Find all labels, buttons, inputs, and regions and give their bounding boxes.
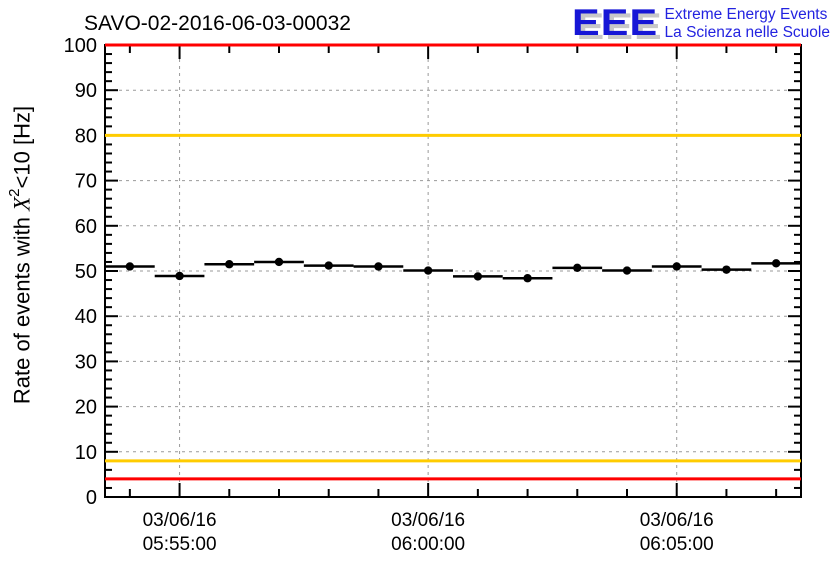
data-point-marker — [473, 272, 483, 281]
y-tick-label: 30 — [75, 351, 97, 373]
y-axis-title: Rate of events with X2<10 [Hz] — [3, 25, 35, 485]
y-axis-title-prefix: Rate of events with — [9, 210, 35, 405]
y-tick-label: 70 — [75, 171, 97, 193]
tick-layer — [105, 44, 801, 498]
y-axis-title-suffix: <10 [Hz] — [9, 105, 35, 189]
y-tick-label: 0 — [86, 487, 97, 509]
y-tick-label: 20 — [75, 397, 97, 419]
threshold-layer — [105, 43, 801, 481]
series-layer — [105, 257, 801, 283]
data-point-marker — [225, 260, 234, 269]
x-tick-label-date: 03/06/16 — [640, 510, 714, 531]
data-point-marker — [274, 257, 284, 267]
axis-label-layer: 0 10 20 30 40 50 60 70 80 90 100 03/06/16 05:55:00 03… — [64, 35, 714, 555]
data-point-marker — [672, 262, 681, 271]
y-tick-label: 90 — [75, 80, 97, 102]
x-tick-label-date: 03/06/16 — [391, 510, 465, 531]
eee-logo-line2: La Scienza nelle Scuole — [664, 24, 830, 41]
y-tick-label: 60 — [75, 216, 97, 238]
data-point-marker — [423, 266, 433, 275]
data-point-marker — [771, 259, 781, 268]
eee-logo-acronym: EEE — [571, 2, 658, 43]
x-tick-label-time: 06:00:00 — [391, 534, 465, 555]
chi-exponent: 2 — [6, 188, 23, 197]
y-tick-label: 40 — [75, 306, 97, 328]
chi-symbol: X — [9, 196, 35, 211]
data-point-marker — [125, 262, 135, 271]
x-tick-label-time: 06:05:00 — [640, 534, 714, 555]
data-point-marker — [175, 271, 184, 281]
data-point-marker — [573, 263, 582, 273]
data-point-marker — [324, 261, 333, 270]
y-tick-label: 100 — [64, 35, 97, 57]
chart-title: SAVO-02-2016-06-03-00032 — [84, 12, 351, 35]
data-point-marker — [374, 262, 383, 271]
eee-logo: EEE Extreme Energy Events La Scienza nel… — [572, 4, 831, 42]
y-tick-label: 10 — [75, 442, 97, 464]
x-tick-label-time: 05:55:00 — [143, 534, 217, 555]
x-tick-label-date: 03/06/16 — [143, 510, 217, 531]
eee-logo-line1: Extreme Energy Events — [664, 6, 828, 23]
y-tick-label: 80 — [75, 125, 97, 147]
data-point-marker — [622, 266, 632, 275]
eee-logo-text: Extreme Energy Events La Scienza nelle S… — [665, 4, 830, 42]
data-point-marker — [523, 274, 532, 283]
y-tick-label: 50 — [75, 261, 97, 283]
data-point-marker — [722, 265, 731, 274]
